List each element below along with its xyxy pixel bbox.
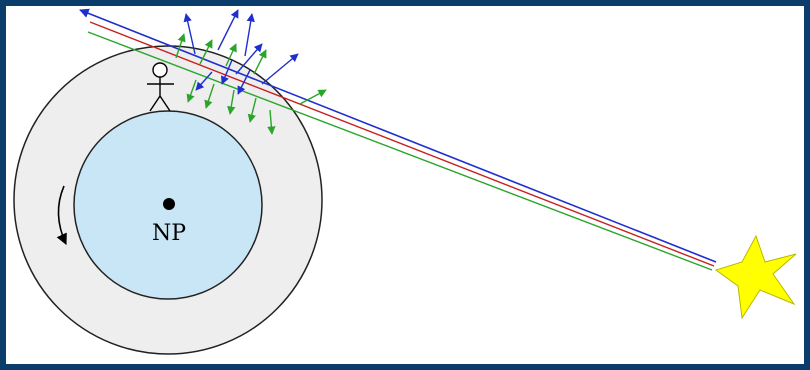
blue-light-ray	[79, 8, 717, 263]
north-pole-label: NP	[152, 221, 186, 246]
north-pole-dot-icon	[163, 198, 175, 210]
star-icon	[714, 234, 797, 320]
green-light-ray	[87, 31, 713, 271]
observer-icon	[147, 62, 174, 112]
rotation-arrow-icon	[56, 185, 67, 246]
red-light-ray	[89, 21, 715, 267]
scattered-blue-arrows	[183, 9, 299, 95]
scattered-green-arrows	[175, 33, 327, 135]
